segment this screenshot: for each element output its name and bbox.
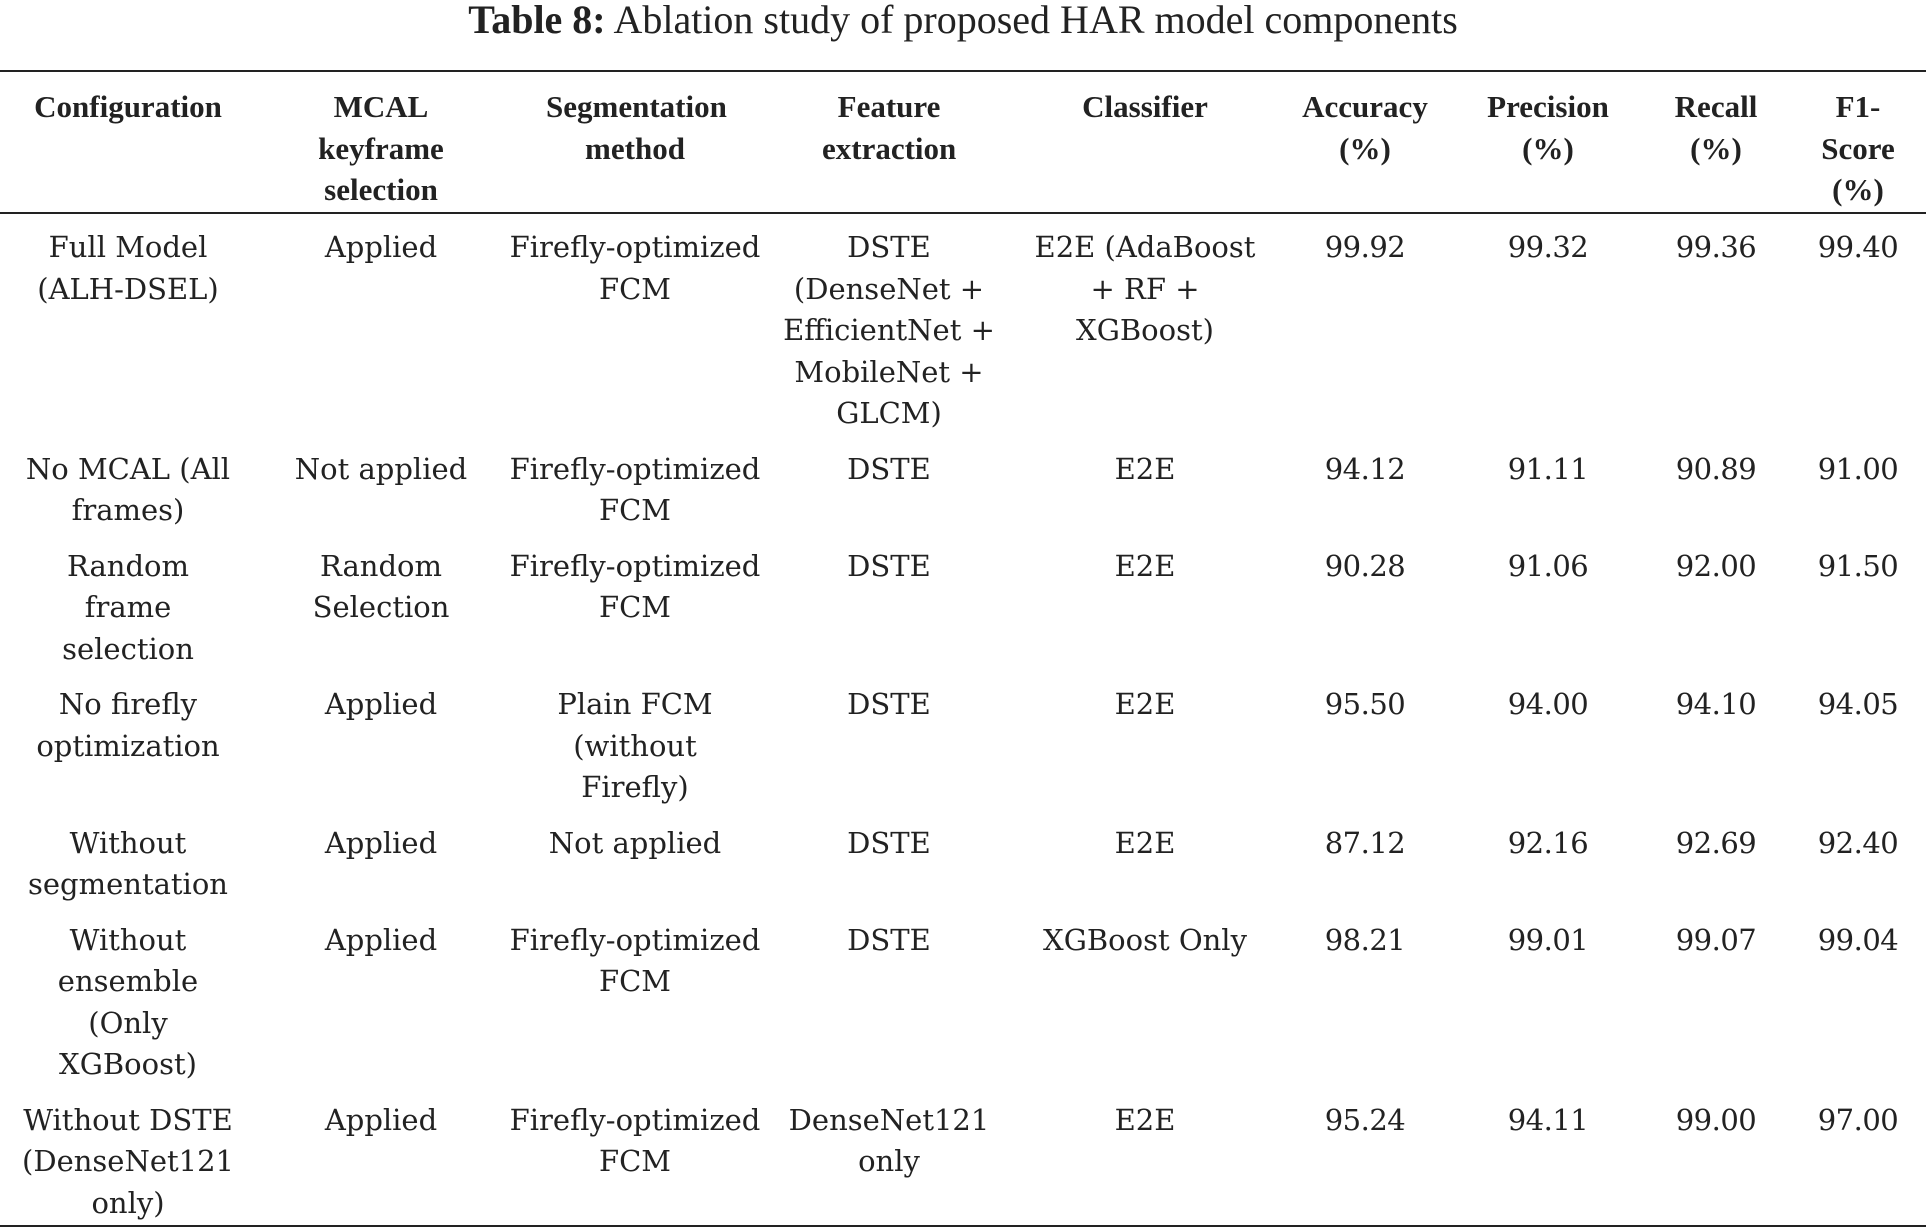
cell-classifier: E2E bbox=[1114, 825, 1176, 860]
cell-mcal: Applied bbox=[324, 922, 438, 957]
cell-feature-extraction: DSTE bbox=[847, 451, 931, 486]
cell-mcal: Not applied bbox=[294, 451, 468, 486]
cell-recall: 90.89 bbox=[1675, 451, 1757, 486]
table-caption-label: Table 8: bbox=[468, 0, 606, 42]
cell-f1-score: 91.00 bbox=[1817, 451, 1899, 486]
cell-configuration: Without segmentation bbox=[28, 825, 228, 902]
cell-configuration: No MCAL (All frames) bbox=[25, 451, 231, 528]
cell-recall: 99.36 bbox=[1675, 230, 1757, 264]
cell-precision: 91.11 bbox=[1507, 451, 1589, 486]
cell-configuration: Random frame selection bbox=[62, 548, 194, 666]
table-row: Full Model (ALH-DSEL) Applied Firefly-op… bbox=[0, 213, 1926, 436]
cell-precision: 91.06 bbox=[1507, 548, 1589, 583]
cell-precision: 92.16 bbox=[1507, 825, 1589, 860]
cell-precision: 99.01 bbox=[1507, 922, 1589, 957]
cell-accuracy: 94.12 bbox=[1324, 451, 1406, 486]
cell-configuration: No firefly optimization bbox=[36, 687, 220, 763]
cell-f1-score: 99.40 bbox=[1817, 230, 1899, 264]
cell-accuracy: 87.12 bbox=[1324, 825, 1406, 860]
cell-segmentation: Firefly-optimized FCM bbox=[509, 1102, 761, 1179]
cell-classifier: XGBoost Only bbox=[1043, 922, 1247, 957]
cell-classifier: E2E bbox=[1114, 548, 1176, 583]
ablation-table: Configuration MCAL keyframe selection Se… bbox=[0, 70, 1926, 1227]
cell-segmentation: Firefly-optimized FCM bbox=[509, 548, 761, 625]
cell-f1-score: 97.00 bbox=[1817, 1102, 1899, 1137]
cell-accuracy: 99.92 bbox=[1324, 230, 1406, 264]
cell-accuracy: 95.24 bbox=[1324, 1102, 1406, 1137]
cell-segmentation: Firefly-optimized FCM bbox=[509, 451, 761, 528]
cell-recall: 99.07 bbox=[1675, 922, 1757, 957]
cell-precision: 94.00 bbox=[1507, 687, 1589, 721]
cell-segmentation: Not applied bbox=[548, 825, 722, 860]
cell-configuration: Full Model (ALH-DSEL) bbox=[37, 230, 219, 306]
header-configuration: Configuration bbox=[34, 89, 222, 124]
cell-recall: 99.00 bbox=[1675, 1102, 1757, 1137]
cell-segmentation: Firefly-optimized FCM bbox=[509, 230, 761, 306]
cell-accuracy: 95.50 bbox=[1324, 687, 1406, 721]
cell-mcal: Applied bbox=[324, 825, 438, 860]
cell-classifier: E2E bbox=[1114, 1102, 1176, 1137]
cell-classifier: E2E bbox=[1114, 451, 1176, 486]
cell-recall: 92.69 bbox=[1675, 825, 1757, 860]
cell-f1-score: 94.05 bbox=[1817, 687, 1899, 721]
cell-configuration: Without ensemble (Only XGBoost) bbox=[57, 922, 199, 1082]
cell-f1-score: 92.40 bbox=[1817, 825, 1899, 860]
cell-segmentation: Firefly-optimized FCM bbox=[509, 922, 761, 999]
cell-accuracy: 98.21 bbox=[1324, 922, 1406, 957]
table-row: Without ensemble (Only XGBoost) Applied … bbox=[0, 907, 1926, 1087]
cell-feature-extraction: DenseNet121 only bbox=[788, 1102, 990, 1179]
cell-configuration: Without DSTE (DenseNet121 only) bbox=[22, 1102, 234, 1220]
header-segmentation-method: Segmentation method bbox=[546, 89, 727, 166]
table-caption-text: Ablation study of proposed HAR model com… bbox=[613, 0, 1458, 42]
cell-recall: 92.00 bbox=[1675, 548, 1757, 583]
cell-accuracy: 90.28 bbox=[1324, 548, 1406, 583]
cell-segmentation: Plain FCM (without Firefly) bbox=[557, 687, 713, 804]
cell-mcal: Applied bbox=[324, 687, 438, 721]
table-row: No MCAL (All frames) Not applied Firefly… bbox=[0, 436, 1926, 533]
cell-mcal: Random Selection bbox=[312, 548, 450, 625]
header-recall: Recall (%) bbox=[1674, 89, 1758, 166]
cell-recall: 94.10 bbox=[1675, 687, 1757, 721]
header-feature-extraction: Feature extraction bbox=[822, 89, 957, 166]
cell-feature-extraction: DSTE bbox=[847, 548, 931, 583]
header-classifier: Classifier bbox=[1082, 89, 1208, 124]
cell-precision: 94.11 bbox=[1507, 1102, 1589, 1137]
cell-classifier: E2E bbox=[1114, 687, 1176, 721]
cell-f1-score: 99.04 bbox=[1817, 922, 1899, 957]
header-precision: Precision (%) bbox=[1487, 89, 1609, 166]
cell-feature-extraction: DSTE bbox=[847, 687, 931, 721]
cell-feature-extraction: DSTE (DenseNet + EfficientNet + MobileNe… bbox=[783, 230, 995, 430]
header-accuracy: Accuracy (%) bbox=[1302, 89, 1428, 166]
cell-precision: 99.32 bbox=[1507, 230, 1589, 264]
cell-mcal: Applied bbox=[324, 1102, 438, 1137]
table-caption: Table 8: Ablation study of proposed HAR … bbox=[0, 0, 1926, 40]
cell-feature-extraction: DSTE bbox=[847, 825, 931, 860]
cell-feature-extraction: DSTE bbox=[847, 922, 931, 957]
table-header-row: Configuration MCAL keyframe selection Se… bbox=[0, 71, 1926, 213]
cell-f1-score: 91.50 bbox=[1817, 548, 1899, 583]
table-row: Without segmentation Applied Not applied… bbox=[0, 810, 1926, 907]
table-row: No firefly optimization Applied Plain FC… bbox=[0, 671, 1926, 810]
table-row: Random frame selection Random Selection … bbox=[0, 533, 1926, 672]
cell-mcal: Applied bbox=[324, 230, 438, 264]
header-mcal-keyframe-selection: MCAL keyframe selection bbox=[318, 89, 444, 207]
header-f1-score: F1-Score (%) bbox=[1821, 89, 1895, 207]
table-row: Without DSTE (DenseNet121 only) Applied … bbox=[0, 1087, 1926, 1226]
cell-classifier: E2E (AdaBoost + RF + XGBoost) bbox=[1034, 230, 1256, 347]
